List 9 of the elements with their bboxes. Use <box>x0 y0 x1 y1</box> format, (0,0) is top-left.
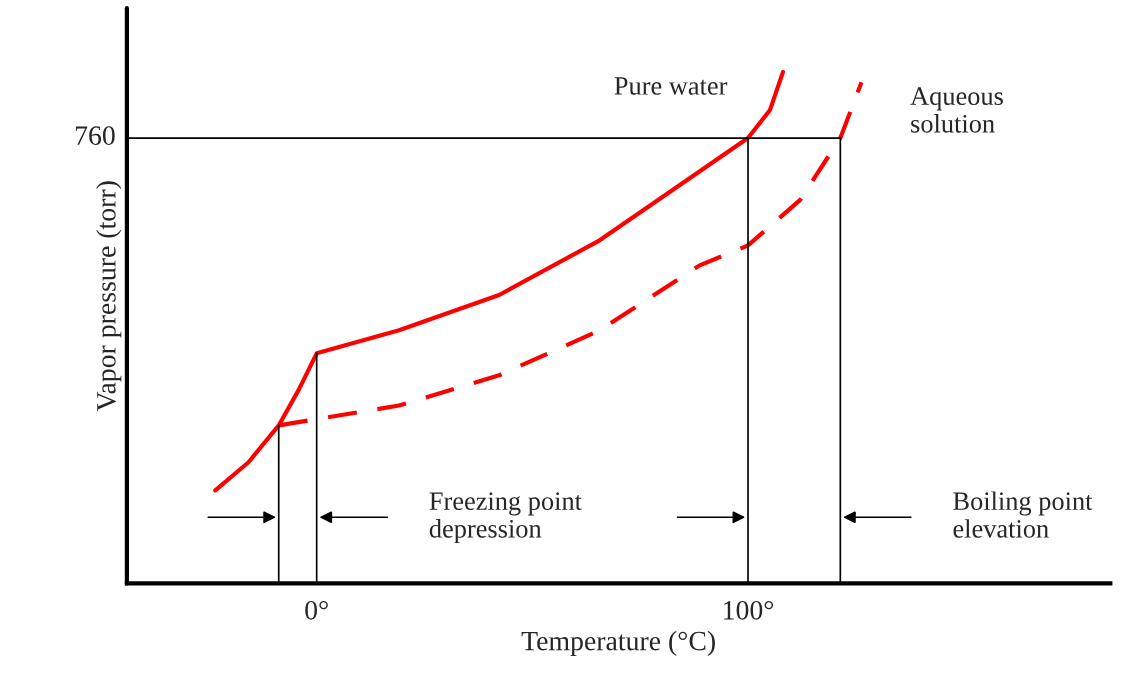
series-label: Aqueous solution <box>910 87 1003 133</box>
annotation: 760 <box>75 126 115 145</box>
x-axis-title: Temperature (°C) <box>521 630 715 657</box>
series-label: Pure water <box>614 77 728 95</box>
annotation: Freezing point depression <box>429 492 582 544</box>
x-tick-label: 0° <box>305 600 328 620</box>
x-tick-label: 100° <box>724 600 774 620</box>
annotation: Boiling point elevation <box>953 491 1093 538</box>
y-axis-title: Vapor pressure (torr) <box>96 181 122 412</box>
